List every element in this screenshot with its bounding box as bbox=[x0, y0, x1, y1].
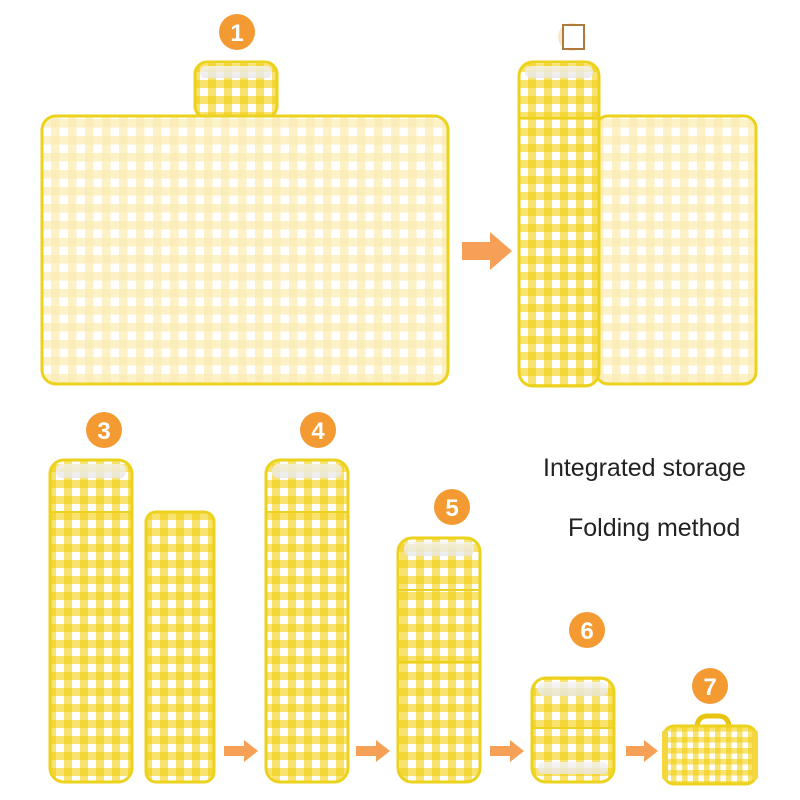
step-badge-2 bbox=[558, 23, 586, 51]
step-badge-5: 5 bbox=[434, 489, 470, 525]
step-badge-1: 1 bbox=[219, 14, 255, 50]
step-badge-6: 6 bbox=[569, 612, 605, 648]
svg-text:4: 4 bbox=[311, 418, 325, 445]
arrow-3-to-4 bbox=[224, 740, 258, 762]
svg-text:5: 5 bbox=[445, 495, 458, 522]
step-7-carry-bag bbox=[662, 713, 758, 786]
caption-integrated-storage: Integrated storage bbox=[543, 454, 746, 482]
step-1-unfolded-mat bbox=[40, 60, 450, 386]
step-badge-4: 4 bbox=[300, 412, 336, 448]
step-2-folded-mat bbox=[517, 60, 758, 388]
step-3-folded-mat bbox=[48, 458, 216, 784]
step-5-folded-mat bbox=[396, 536, 482, 784]
svg-text:3: 3 bbox=[97, 418, 110, 445]
step-4-folded-mat bbox=[264, 458, 350, 784]
svg-text:6: 6 bbox=[580, 618, 593, 645]
svg-text:7: 7 bbox=[703, 674, 716, 701]
arrow-5-to-6 bbox=[490, 740, 524, 762]
svg-text:1: 1 bbox=[230, 20, 243, 47]
arrow-4-to-5 bbox=[356, 740, 390, 762]
arrow-6-to-7 bbox=[626, 740, 658, 762]
step-badge-7: 7 bbox=[692, 668, 728, 704]
arrow-1-to-2 bbox=[462, 232, 512, 270]
caption-folding-method: Folding method bbox=[568, 514, 741, 542]
step-badge-3: 3 bbox=[86, 412, 122, 448]
step-6-folded-mat bbox=[530, 676, 616, 784]
